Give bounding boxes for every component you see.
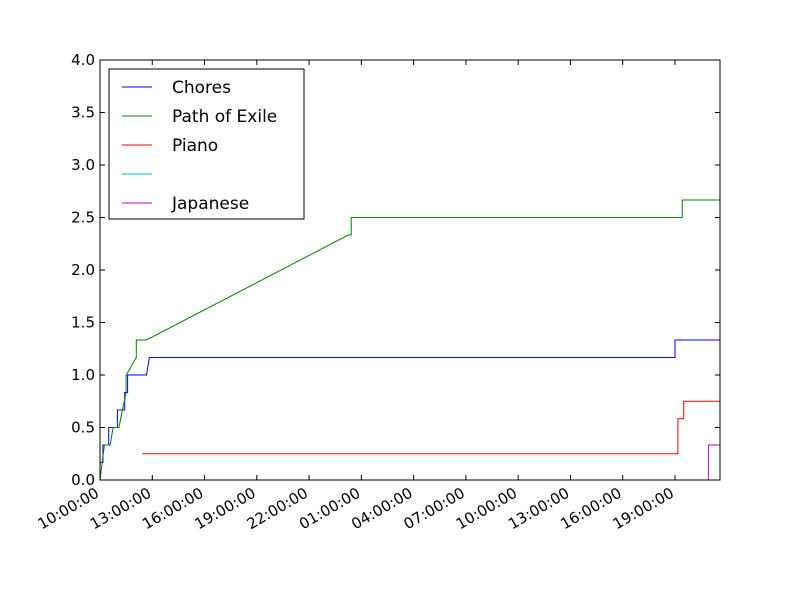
- y-tick-label: 1.5: [71, 314, 95, 332]
- y-tick-label: 3.5: [71, 104, 95, 122]
- series-line-0: [100, 339, 720, 463]
- legend-label-4: Japanese: [171, 194, 249, 214]
- y-axis: 0.0 0.5 1.0 1.5 2.0 2.5 3.0 3.5 4.0: [71, 51, 720, 489]
- series-line-4: [707, 444, 720, 480]
- series-line-1: [100, 199, 720, 480]
- legend: Chores Path of Exile Piano Japanese: [108, 68, 305, 220]
- legend-label-0: Chores: [172, 78, 231, 98]
- y-tick-label: 2.0: [71, 261, 95, 279]
- y-tick-label: 4.0: [71, 51, 95, 69]
- series-layer: [100, 199, 720, 480]
- series-line-2: [142, 400, 720, 455]
- legend-label-1: Path of Exile: [172, 107, 277, 127]
- y-tick-label: 2.5: [71, 209, 95, 227]
- y-tick-label: 1.0: [71, 366, 95, 384]
- y-tick-label: 3.0: [71, 156, 95, 174]
- legend-label-2: Piano: [172, 136, 218, 156]
- y-tick-label: 0.5: [71, 419, 95, 437]
- legend-box: [108, 68, 305, 220]
- y-tick-label: 0.0: [71, 471, 95, 489]
